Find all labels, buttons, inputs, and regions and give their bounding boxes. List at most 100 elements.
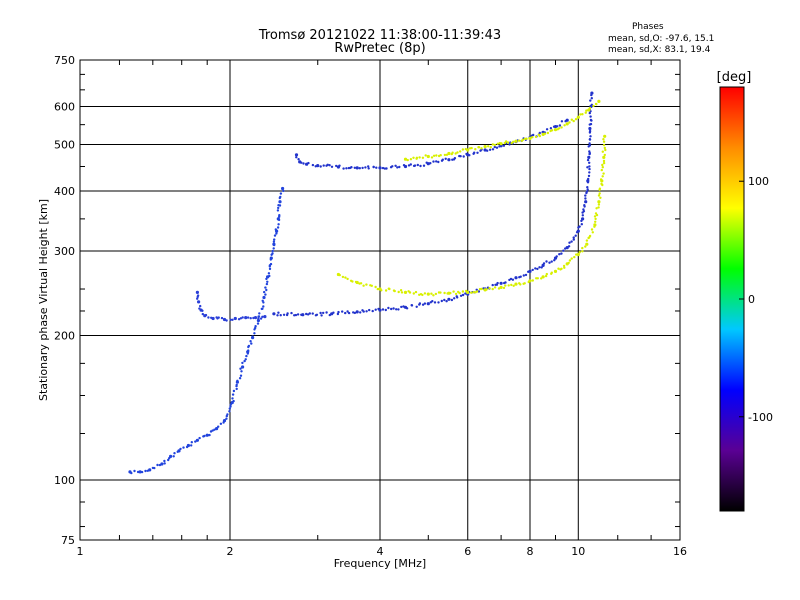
x-tick-label: 4 [377, 545, 384, 558]
trace-marker [274, 228, 277, 231]
trace-marker [545, 128, 549, 131]
trace-marker [423, 292, 427, 295]
data-point [553, 128, 558, 132]
trace-marker [598, 192, 601, 195]
trace-marker [347, 311, 351, 315]
trace-marker [567, 261, 570, 265]
trace-marker [423, 302, 427, 305]
trace-marker [385, 167, 388, 170]
series-group [403, 99, 601, 162]
trace-marker [568, 121, 571, 124]
trace-marker [509, 277, 513, 281]
trace-marker [472, 291, 475, 294]
trace-marker [319, 311, 322, 315]
trace-marker [511, 278, 515, 281]
trace-marker [217, 316, 220, 319]
trace-marker [217, 425, 220, 428]
trace-marker [555, 255, 558, 258]
trace-marker [264, 286, 267, 289]
trace-marker [265, 288, 268, 292]
trace-marker [130, 471, 133, 475]
trace-marker [254, 326, 257, 330]
trace-marker [437, 301, 440, 304]
trace-marker [475, 290, 479, 293]
trace-marker [351, 280, 354, 283]
trace-marker [585, 239, 589, 242]
trace-marker [196, 297, 199, 300]
trace-marker [282, 189, 285, 193]
trace-marker [240, 370, 243, 373]
trace-marker [558, 124, 562, 127]
trace-marker [271, 252, 274, 255]
trace-marker [271, 249, 274, 253]
trace-marker [364, 166, 367, 169]
colorbar-tick-label: 100 [748, 175, 769, 188]
trace-marker [474, 148, 477, 151]
trace-marker [384, 308, 387, 312]
trace-marker [231, 393, 235, 396]
trace-marker [454, 152, 457, 155]
trace-marker [415, 305, 418, 308]
trace-marker [470, 291, 473, 294]
trace-marker [245, 354, 248, 358]
trace-marker [439, 154, 442, 157]
trace-marker [588, 150, 591, 153]
data-point [587, 155, 591, 159]
trace-marker [510, 283, 513, 287]
phases-heading: Phases [632, 22, 664, 32]
data-point [294, 153, 299, 157]
trace-marker [294, 313, 298, 317]
trace-marker [459, 150, 462, 153]
data-point [584, 200, 588, 204]
trace-marker [488, 287, 491, 290]
trace-marker [375, 166, 378, 169]
trace-marker [588, 161, 591, 164]
trace-marker [493, 145, 496, 149]
trace-marker [213, 428, 216, 431]
trace-marker [570, 118, 573, 121]
trace-marker [241, 316, 244, 319]
trace-marker [582, 208, 585, 211]
trace-marker [603, 153, 606, 157]
trace-marker [201, 309, 204, 312]
data-point [593, 223, 597, 227]
y-tick-label: 75 [61, 534, 75, 547]
data-point [355, 166, 359, 170]
trace-marker [247, 344, 251, 348]
data-point [186, 443, 190, 448]
trace-marker [504, 284, 507, 287]
data-point [281, 186, 285, 191]
trace-marker [589, 122, 593, 126]
data-point [241, 365, 245, 369]
trace-marker [434, 292, 438, 296]
trace-marker [568, 241, 571, 244]
trace-marker [418, 156, 421, 159]
trace-marker [380, 289, 383, 292]
trace-marker [421, 303, 425, 306]
trace-marker [491, 287, 494, 291]
trace-marker [236, 379, 239, 382]
data-point [565, 122, 569, 126]
trace-marker [493, 143, 496, 147]
trace-marker [546, 131, 550, 135]
trace-marker [320, 314, 323, 317]
trace-marker [591, 231, 594, 234]
trace-marker [584, 194, 587, 197]
trace-marker [163, 462, 166, 465]
trace-marker [461, 290, 465, 293]
trace-marker [543, 132, 547, 135]
trace-marker [584, 111, 587, 114]
trace-marker [589, 118, 593, 122]
trace-marker [326, 163, 329, 166]
chart-subtitle: RwPretec (8p) [334, 41, 426, 56]
data-point [148, 468, 152, 472]
trace-marker [300, 161, 303, 164]
trace-marker [439, 291, 442, 294]
trace-marker [267, 272, 271, 275]
x-tick-label: 6 [464, 545, 471, 558]
data-point [215, 427, 219, 431]
trace-marker [163, 459, 166, 463]
trace-marker [562, 264, 566, 268]
trace-marker [172, 455, 175, 458]
trace-marker [362, 284, 365, 287]
